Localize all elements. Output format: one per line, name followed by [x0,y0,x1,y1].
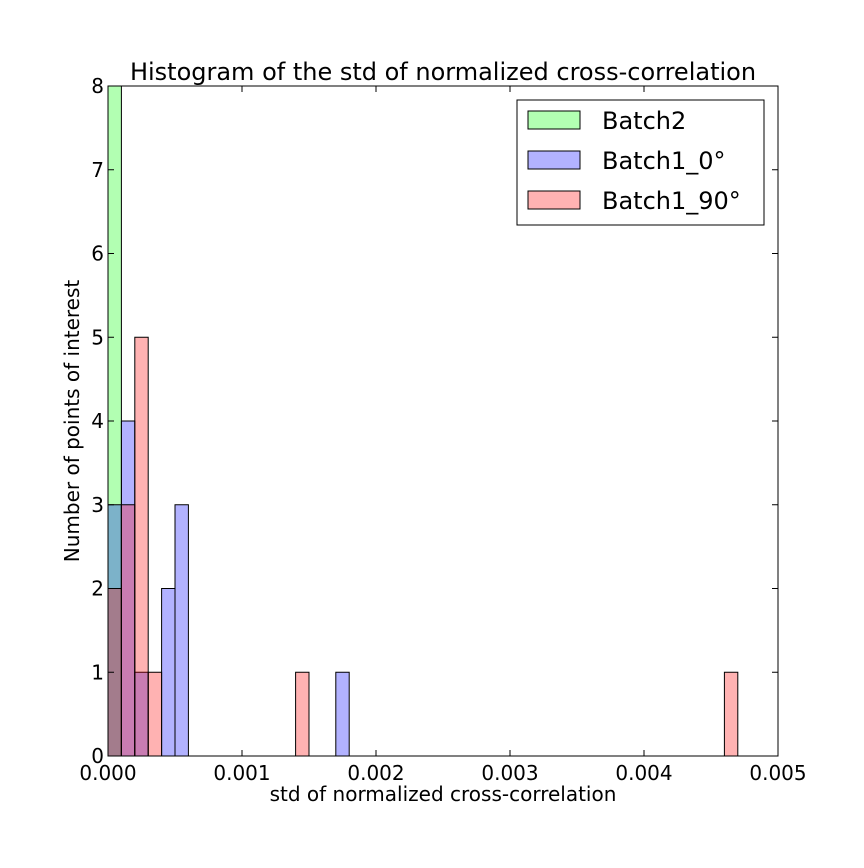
y-tick-label-8: 8 [91,74,104,98]
x-tick-label-3: 0.003 [481,761,538,785]
y-tick-label-5: 5 [91,325,104,349]
legend-swatch-batch1-0deg [527,150,581,170]
chart-title: Histogram of the std of normalized cross… [130,58,756,86]
legend: Batch2 Batch1_0° Batch1_90° [516,99,765,226]
legend-box [516,99,765,226]
y-tick-label-2: 2 [91,577,104,601]
legend-item-batch1-90deg: Batch1_90° [527,187,741,215]
bar-batch1-0deg-3 [161,588,176,757]
series-batch1-90deg [107,336,739,757]
x-axis-label: std of normalized cross-correlation [270,782,617,806]
x-tick-label-0: 0.000 [79,761,136,785]
legend-items: Batch2 Batch1_0° Batch1_90° [527,107,741,215]
legend-swatch-batch1-90deg [527,190,581,210]
bar-batch1-90deg-1 [120,504,136,757]
x-tick-label-1: 0.001 [213,761,270,785]
y-axis-label: Number of points of interest [60,280,84,563]
legend-label-batch1-90deg: Batch1_90° [602,187,741,215]
legend-item-batch1-0deg: Batch1_0° [527,147,726,175]
bar-batch1-90deg-3 [147,671,163,757]
legend-item-batch2: Batch2 [527,107,686,135]
bar-batch1-90deg-2 [134,336,149,757]
x-tick-label-5: 0.005 [749,761,806,785]
y-tick-label-0: 0 [91,744,104,768]
bar-batch1-0deg-5 [335,671,350,757]
legend-label-batch2: Batch2 [602,107,686,135]
bar-batch1-0deg-4 [174,504,189,757]
legend-swatch-batch2 [527,110,581,130]
x-tick-label-4: 0.004 [615,761,672,785]
x-tick-label-2: 0.002 [347,761,404,785]
y-tick-label-6: 6 [91,242,104,266]
bar-batch1-90deg-4 [295,671,310,757]
y-tick-label-3: 3 [91,493,104,517]
y-tick-label-1: 1 [91,660,104,684]
y-tick-label-7: 7 [91,158,104,182]
ticks-layer: 0.000 0.001 0.002 0.003 0.004 0.005 0 1 2 3 4 5 6 7 8 [79,74,806,785]
y-tick-label-4: 4 [91,409,104,433]
bar-batch1-90deg-5 [723,671,739,757]
legend-label-batch1-0deg: Batch1_0° [602,147,726,175]
